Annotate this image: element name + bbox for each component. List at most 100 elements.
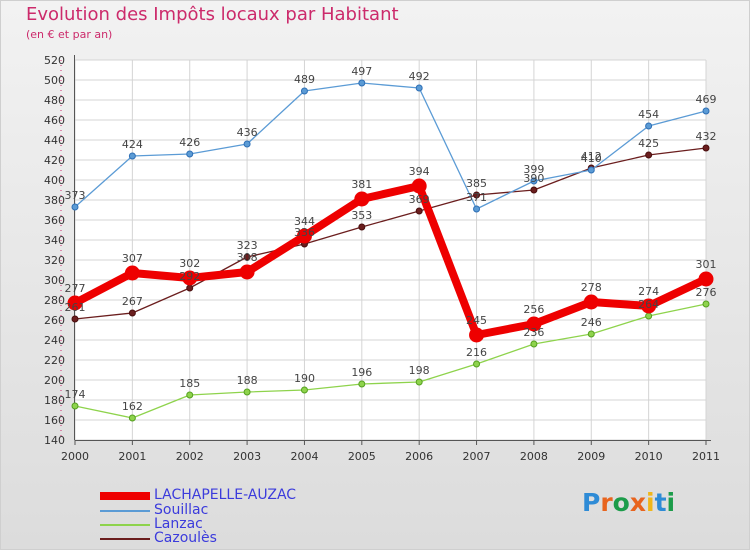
x-tick-label: 2007 — [463, 450, 491, 463]
logo-letter: i — [666, 488, 676, 517]
legend-swatch — [100, 524, 150, 526]
data-point — [587, 166, 595, 174]
data-label: 277 — [65, 282, 86, 295]
data-label: 497 — [351, 65, 372, 78]
data-label: 454 — [638, 108, 659, 121]
data-point — [583, 294, 599, 310]
data-label: 492 — [409, 70, 430, 83]
legend-label: Lanzac — [154, 516, 203, 532]
data-point — [698, 271, 714, 287]
y-tick-label: 280 — [44, 294, 65, 307]
data-label: 390 — [523, 172, 544, 185]
data-point — [411, 178, 427, 194]
data-label: 436 — [237, 126, 258, 139]
legend-swatch — [100, 510, 150, 512]
data-labels: 277 307 302 308 344 381 394 245 256 278 274 301 373 4… — [65, 65, 717, 413]
logo-letter: i — [646, 488, 655, 517]
data-label: 245 — [466, 314, 487, 327]
data-label: 381 — [351, 178, 372, 191]
data-label: 261 — [65, 301, 86, 314]
data-point — [587, 330, 595, 338]
y-tick-label: 520 — [44, 54, 65, 67]
data-label: 426 — [179, 136, 200, 149]
data-point — [645, 312, 653, 320]
data-point — [128, 414, 136, 422]
data-label: 278 — [581, 281, 602, 294]
data-point — [182, 270, 198, 286]
data-point — [186, 284, 194, 292]
data-point — [530, 177, 538, 185]
logo-letter: r — [600, 488, 613, 517]
series-layer — [67, 79, 714, 422]
data-point — [415, 84, 423, 92]
grid — [74, 59, 707, 441]
legend-swatch — [100, 492, 150, 500]
data-label: 301 — [696, 258, 717, 271]
logo-letter: t — [654, 488, 667, 517]
data-point — [354, 191, 370, 207]
y-tick-label: 360 — [44, 214, 65, 227]
data-label: 198 — [409, 364, 430, 377]
data-label: 394 — [409, 165, 430, 178]
x-tick-label: 2009 — [577, 450, 605, 463]
data-label: 236 — [523, 326, 544, 339]
data-point — [526, 316, 542, 332]
series-line-souillac — [74, 82, 707, 210]
data-point — [300, 87, 308, 95]
data-point — [239, 264, 255, 280]
x-tick-label: 2006 — [405, 450, 433, 463]
data-point — [415, 207, 423, 215]
y-tick-label: 380 — [44, 194, 65, 207]
data-label: 344 — [294, 215, 315, 228]
data-label: 373 — [65, 189, 86, 202]
data-label: 185 — [179, 377, 200, 390]
data-label: 432 — [696, 130, 717, 143]
data-point — [124, 265, 140, 281]
data-point — [243, 253, 251, 261]
series-line-lachapelle-auzac — [73, 182, 708, 339]
series-line-cazoul-s — [74, 147, 707, 320]
data-point — [128, 152, 136, 160]
data-point — [702, 144, 710, 152]
data-point — [67, 295, 83, 311]
data-point — [128, 309, 136, 317]
data-point — [473, 360, 481, 368]
data-point — [71, 402, 79, 410]
data-point — [243, 388, 251, 396]
y-tick-label: 400 — [44, 174, 65, 187]
legend-label: LACHAPELLE-AUZAC — [154, 487, 297, 503]
chart-subtitle: (en € et par an) — [26, 28, 113, 41]
x-tick-label: 2001 — [118, 450, 146, 463]
data-label: 424 — [122, 138, 143, 151]
data-point — [473, 205, 481, 213]
data-label: 425 — [638, 137, 659, 150]
proxiti-logo: Proxiti — [582, 488, 675, 517]
data-label: 469 — [696, 93, 717, 106]
logo-letter: P — [582, 488, 601, 517]
data-point — [473, 191, 481, 199]
data-label: 292 — [179, 270, 200, 283]
data-label: 267 — [122, 295, 143, 308]
data-point — [702, 300, 710, 308]
data-label: 216 — [466, 346, 487, 359]
x-tick-label: 2004 — [290, 450, 318, 463]
data-label: 410 — [581, 152, 602, 165]
logo-letter: o — [612, 488, 630, 517]
y-tick-label: 480 — [44, 94, 65, 107]
data-point — [645, 122, 653, 130]
plot-background — [75, 60, 706, 440]
data-point — [358, 380, 366, 388]
y-tick-label: 180 — [44, 394, 65, 407]
axes: 140 160 180 200 220 240 260 280 300 320 340 360 380 4… — [44, 54, 720, 463]
y-tick-label: 140 — [44, 434, 65, 447]
data-label: 256 — [523, 303, 544, 316]
x-tick-label: 2002 — [176, 450, 204, 463]
data-point — [469, 327, 485, 343]
data-label: 190 — [294, 372, 315, 385]
data-label: 308 — [237, 251, 258, 264]
y-tick-label: 300 — [44, 274, 65, 287]
data-label: 246 — [581, 316, 602, 329]
x-tick-label: 2011 — [692, 450, 720, 463]
x-tick-label: 2000 — [61, 450, 89, 463]
